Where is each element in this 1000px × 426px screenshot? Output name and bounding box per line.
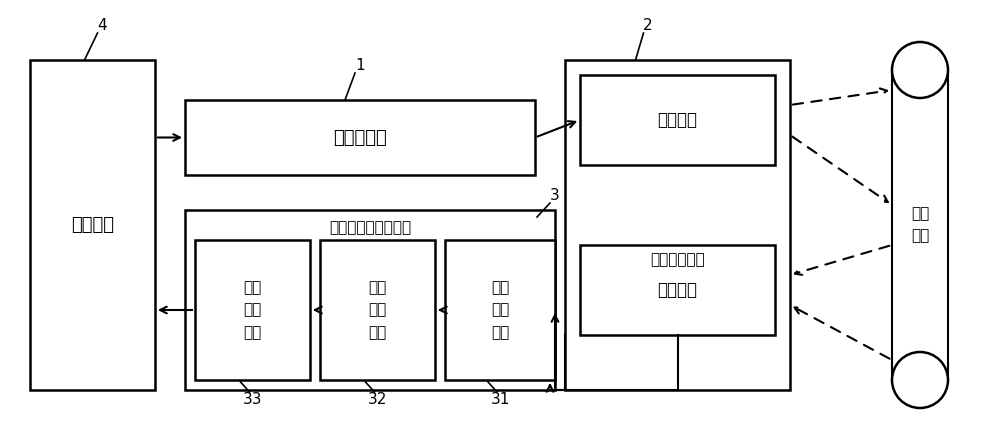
Text: 1: 1 [355,58,365,72]
Bar [30,60,155,390]
Bar [445,240,555,380]
Text: 数据采集与处理模块: 数据采集与处理模块 [329,221,411,236]
Bar [580,245,775,335]
Text: 相敏
检波
电路: 相敏 检波 电路 [368,280,387,340]
Bar [580,75,775,165]
Text: 激励线圈: 激励线圈 [658,111,698,129]
Text: 3: 3 [550,187,560,202]
Text: 33: 33 [243,392,262,408]
Text: 4: 4 [98,17,107,32]
Text: 涡流检测探头: 涡流检测探头 [650,253,705,268]
Bar [185,210,555,390]
Text: 控制模块: 控制模块 [71,216,114,234]
Bar [320,240,435,380]
Ellipse shape [892,42,948,98]
Text: 整流
滤波
电路: 整流 滤波 电路 [243,280,262,340]
Bar [195,240,310,380]
Text: 检测线圈: 检测线圈 [658,281,698,299]
Text: 电缆
接头: 电缆 接头 [911,207,929,244]
Bar [185,100,535,175]
Text: 2: 2 [643,17,652,32]
Text: 32: 32 [368,392,387,408]
Text: 前置
增益
电路: 前置 增益 电路 [491,280,509,340]
Text: 31: 31 [490,392,510,408]
Bar [565,60,790,390]
Text: 信号发生器: 信号发生器 [333,129,387,147]
Ellipse shape [892,352,948,408]
